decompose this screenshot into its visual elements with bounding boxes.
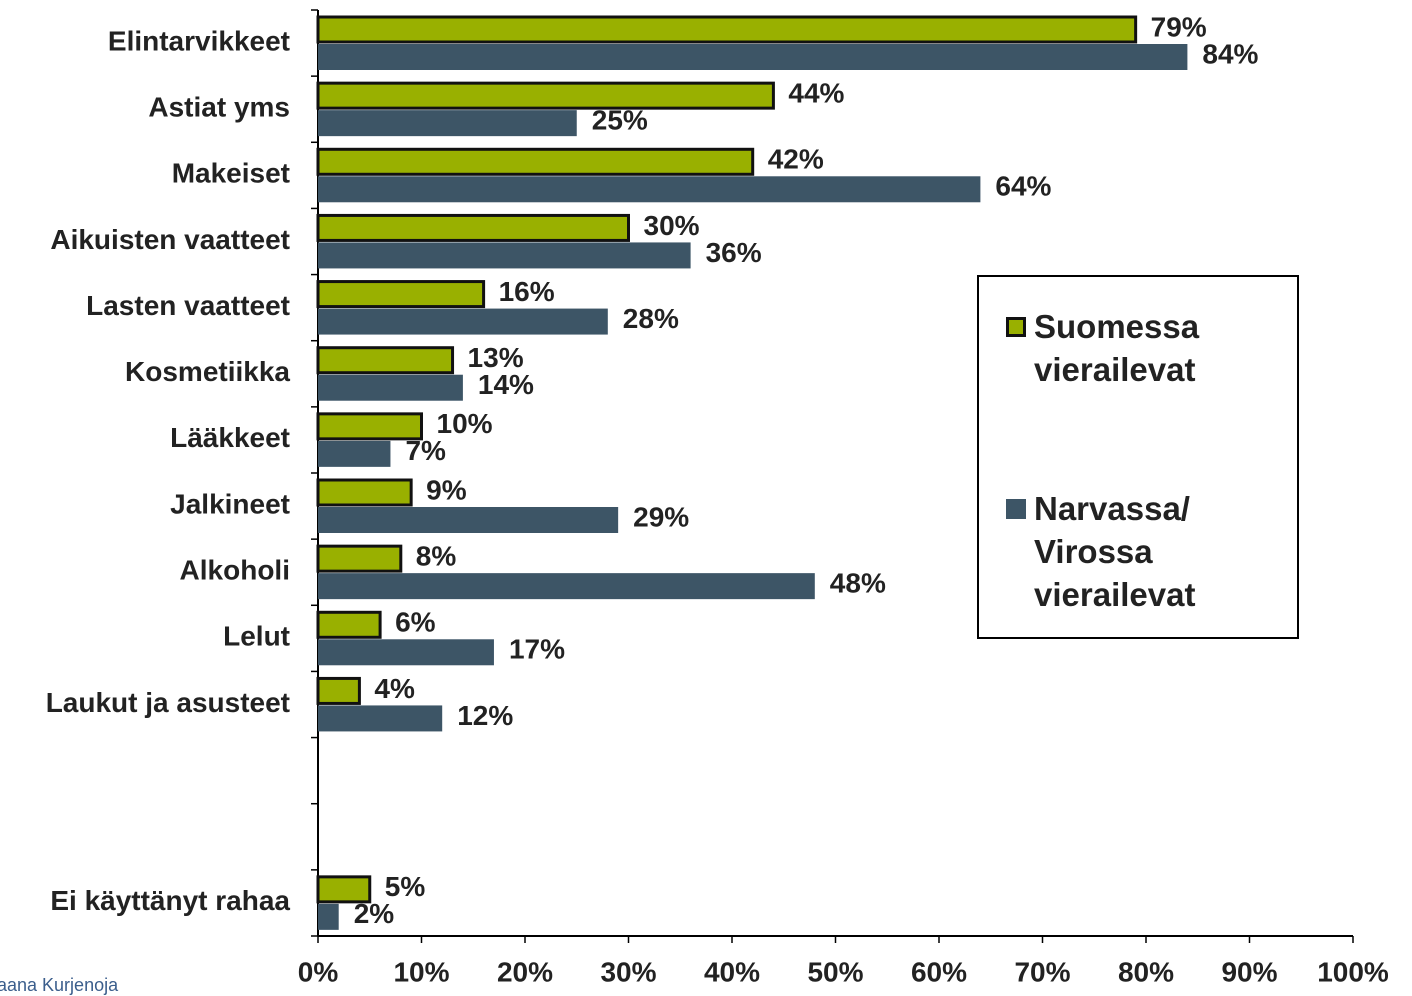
value-label: 30% <box>644 210 700 241</box>
value-label: 4% <box>374 673 415 704</box>
value-label: 2% <box>354 898 395 929</box>
category-label: Lelut <box>223 621 290 652</box>
category-label: Ei käyttänyt rahaa <box>50 885 290 916</box>
x-tick-label: 100% <box>1317 956 1389 987</box>
value-label: 17% <box>509 634 565 665</box>
bar <box>318 903 339 930</box>
x-tick-label: 90% <box>1221 956 1277 987</box>
category-label: Laukut ja asusteet <box>46 687 290 718</box>
value-label: 28% <box>623 303 679 334</box>
value-label: 16% <box>499 276 555 307</box>
x-tick-label: 80% <box>1118 956 1174 987</box>
category-label: Lasten vaatteet <box>86 290 290 321</box>
legend: Suomessa vierailevat Narvassa/ Virossa vi… <box>977 275 1299 639</box>
bar <box>316 676 361 705</box>
value-label: 8% <box>416 541 457 572</box>
footer: Jaana Kurjenoja <box>0 975 119 995</box>
bar <box>318 374 463 401</box>
bar <box>316 147 755 176</box>
bar <box>318 440 391 467</box>
bar <box>316 412 423 441</box>
bar <box>316 875 372 904</box>
category-label: Elintarvikkeet <box>108 25 290 56</box>
category-label: Kosmetiikka <box>125 356 290 387</box>
x-tick-label: 50% <box>807 956 863 987</box>
category-label: Alkoholi <box>180 555 290 586</box>
bar <box>318 110 577 137</box>
category-label: Lääkkeet <box>170 422 290 453</box>
legend-label: Suomessa vierailevat <box>1034 308 1200 388</box>
bar <box>316 478 413 507</box>
category-label: Jalkineet <box>170 488 290 519</box>
value-label: 48% <box>830 568 886 599</box>
legend-label: Narvassa/ Virossa vierailevat <box>1034 490 1196 613</box>
x-tick-label: 30% <box>600 956 656 987</box>
bar <box>316 280 486 309</box>
value-label: 36% <box>706 237 762 268</box>
category-label: Astiat yms <box>148 92 290 123</box>
value-label: 10% <box>437 408 493 439</box>
value-label: 7% <box>405 435 446 466</box>
legend-entry: Suomessa vierailevat <box>1006 305 1244 391</box>
x-tick-label: 20% <box>497 956 553 987</box>
bar <box>316 544 403 573</box>
value-label: 9% <box>426 474 467 505</box>
bar <box>318 176 981 203</box>
value-label: 12% <box>457 700 513 731</box>
x-tick-label: 0% <box>298 956 339 987</box>
value-label: 29% <box>633 501 689 532</box>
bar <box>318 507 619 533</box>
value-label: 14% <box>478 369 534 400</box>
x-tick-label: 10% <box>393 956 449 987</box>
bar <box>318 242 691 269</box>
value-label: 25% <box>592 105 648 136</box>
bar <box>316 81 775 110</box>
bar <box>318 639 494 666</box>
legend-swatch <box>1006 499 1026 519</box>
value-label: 84% <box>1202 38 1258 69</box>
legend-swatch <box>1006 317 1026 337</box>
value-label: 42% <box>768 144 824 175</box>
x-tick-label: 70% <box>1014 956 1070 987</box>
bar <box>318 308 608 335</box>
bar <box>316 346 455 375</box>
category-label: Aikuisten vaatteet <box>50 224 290 255</box>
value-label: 64% <box>995 171 1051 202</box>
bar <box>316 610 382 639</box>
category-label: Makeiset <box>172 158 290 189</box>
bar <box>318 44 1188 70</box>
value-label: 13% <box>468 342 524 373</box>
legend-entry: Narvassa/ Virossa vierailevat <box>1006 487 1244 616</box>
value-label: 5% <box>385 871 426 902</box>
value-label: 6% <box>395 607 436 638</box>
x-tick-label: 40% <box>704 956 760 987</box>
bar <box>318 573 815 600</box>
bar <box>316 15 1138 44</box>
value-label: 44% <box>788 78 844 109</box>
bar <box>318 705 443 732</box>
value-label: 79% <box>1151 11 1207 42</box>
bar <box>316 213 630 242</box>
x-tick-label: 60% <box>911 956 967 987</box>
